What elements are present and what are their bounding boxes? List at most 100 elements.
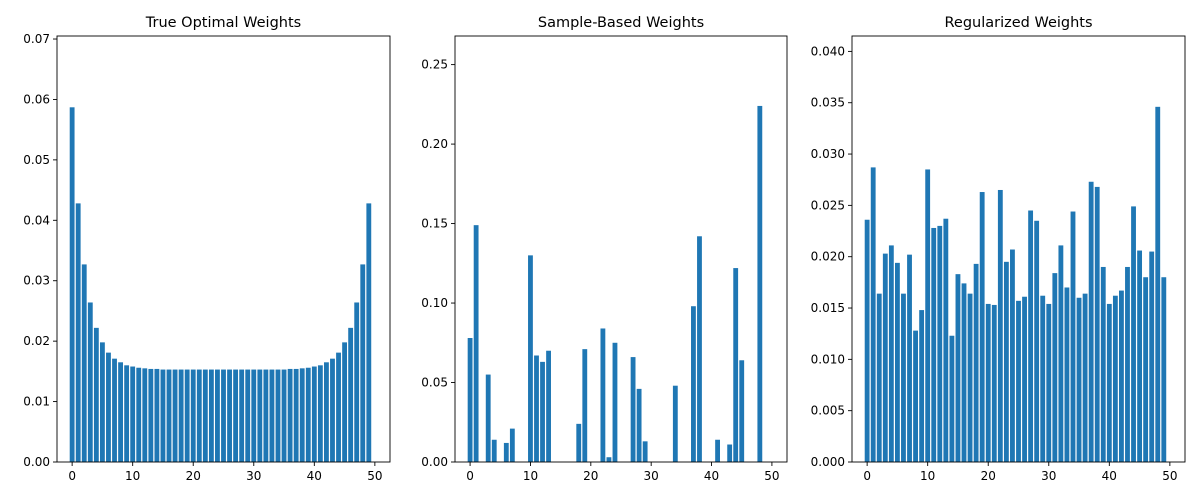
bar	[1106, 303, 1112, 462]
bar	[576, 423, 582, 462]
bar	[715, 439, 720, 462]
bar	[81, 264, 87, 462]
bar	[612, 342, 618, 462]
bar	[991, 304, 997, 462]
tick-group: 0 10 20 30 40 50 0.00 0.01 0.02 0.03 0.04 0.05 0.06 0…	[23, 32, 382, 483]
bar	[630, 357, 636, 462]
bar	[148, 368, 154, 462]
y-tick-label: 0.05	[23, 153, 50, 167]
y-tick-label: 0.10	[421, 296, 448, 310]
bar	[69, 107, 75, 463]
y-tick-label: 0.05	[421, 376, 448, 390]
x-tick-label: 40	[1102, 469, 1117, 483]
bar	[882, 253, 888, 462]
bar	[979, 192, 985, 462]
bar	[757, 105, 763, 462]
bar	[233, 369, 239, 462]
bar	[876, 293, 882, 462]
bar	[112, 358, 117, 462]
bar	[360, 264, 366, 462]
bar	[227, 369, 232, 462]
bar-group	[864, 106, 1167, 463]
bar	[75, 203, 81, 462]
bar	[1022, 296, 1027, 462]
bar	[1076, 297, 1082, 462]
axes-frame	[851, 35, 1186, 463]
bar	[528, 255, 533, 462]
bar	[142, 368, 148, 462]
bar	[342, 342, 348, 462]
bar	[606, 457, 612, 462]
bar	[366, 203, 372, 462]
x-tick-label: 50	[367, 469, 382, 483]
bar	[672, 385, 678, 462]
bar	[600, 328, 606, 462]
bar	[467, 338, 473, 462]
x-tick-label: 20	[186, 469, 201, 483]
x-tick-label: 30	[246, 469, 261, 483]
axes-frame	[56, 35, 391, 463]
bar	[901, 293, 906, 462]
x-tick-label: 20	[583, 469, 598, 483]
x-tick-label: 30	[644, 469, 659, 483]
bar	[245, 369, 251, 462]
bar	[509, 428, 515, 462]
y-tick-label: 0.00	[421, 455, 448, 469]
bar	[130, 366, 136, 462]
x-tick-label: 40	[704, 469, 719, 483]
x-tick-label: 20	[981, 469, 996, 483]
bar	[154, 368, 160, 462]
bar	[1125, 266, 1130, 462]
bar	[733, 268, 739, 462]
bar-group	[69, 107, 372, 463]
bar	[106, 352, 111, 462]
bar	[1137, 250, 1143, 462]
bar	[354, 302, 360, 462]
y-tick-label: 0.03	[23, 274, 50, 288]
bar	[263, 369, 269, 462]
bar	[1010, 249, 1015, 462]
bar	[1149, 251, 1155, 462]
bar	[870, 167, 876, 462]
bar	[503, 442, 509, 462]
bar	[190, 369, 196, 462]
bar	[1052, 273, 1058, 462]
chart-title: Sample-Based Weights	[538, 15, 704, 31]
bar	[160, 369, 166, 462]
bar	[697, 236, 702, 462]
y-tick-label: 0.025	[811, 198, 845, 212]
y-tick-label: 0.01	[23, 395, 50, 409]
y-tick-label: 0.02	[23, 334, 50, 348]
bar	[485, 374, 491, 462]
bar	[202, 369, 208, 462]
bar	[985, 303, 991, 462]
bar	[913, 330, 918, 462]
y-tick-label: 0.25	[421, 58, 448, 72]
x-tick-label: 10	[125, 469, 140, 483]
bar	[215, 369, 220, 462]
bar	[136, 367, 142, 462]
bar	[967, 293, 973, 462]
bar	[118, 362, 123, 462]
bar	[642, 441, 648, 462]
bar	[1100, 266, 1106, 462]
chart-panel-regularized: Regularized Weights 0 10 20 30 40 50 0.000 0.00…	[811, 15, 1186, 483]
y-tick-label: 0.010	[811, 352, 845, 366]
x-tick-label: 40	[307, 469, 322, 483]
bar	[1046, 303, 1052, 462]
bar-group	[467, 105, 763, 462]
y-tick-label: 0.040	[811, 44, 845, 58]
bar	[221, 369, 226, 462]
bar	[1034, 220, 1040, 462]
bar	[166, 369, 172, 462]
tick-group: 0 10 20 30 40 50 0.00 0.05 0.10 0.15 0.20 0.25	[421, 58, 779, 483]
bar	[1161, 277, 1167, 462]
bar	[949, 335, 955, 462]
bar	[1082, 293, 1088, 462]
bar	[87, 302, 93, 462]
bar	[1131, 206, 1136, 462]
bar	[348, 327, 354, 462]
bar	[275, 369, 281, 462]
bar	[582, 349, 588, 462]
x-tick-label: 10	[523, 469, 538, 483]
